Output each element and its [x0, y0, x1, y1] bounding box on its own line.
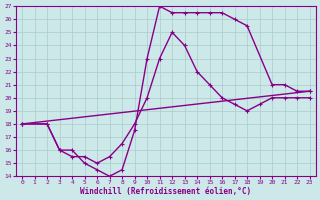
X-axis label: Windchill (Refroidissement éolien,°C): Windchill (Refroidissement éolien,°C): [80, 187, 252, 196]
